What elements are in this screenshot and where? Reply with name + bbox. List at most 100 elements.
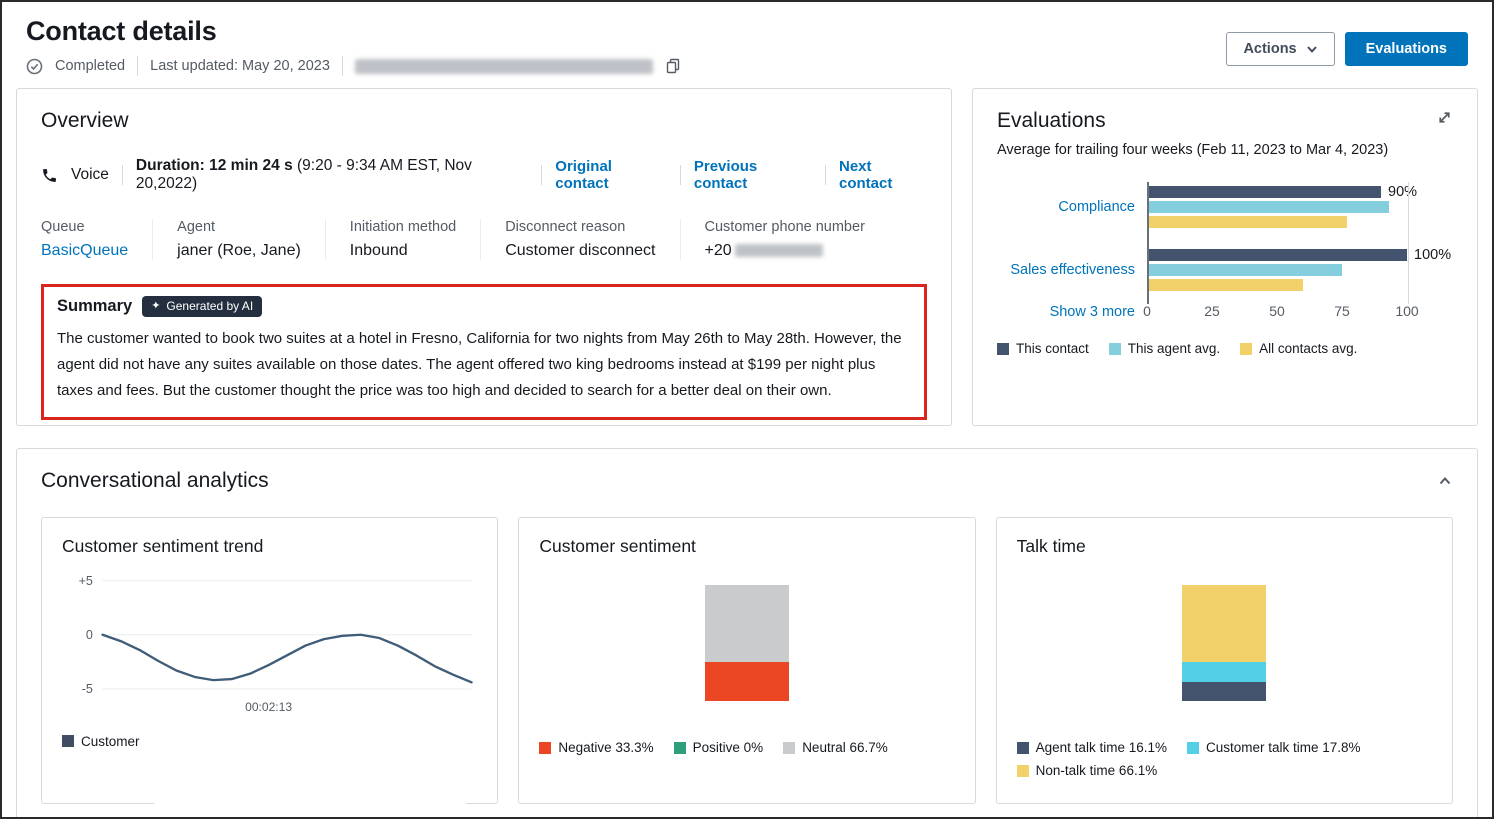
page-title: Contact details <box>26 16 217 46</box>
divider <box>341 56 343 76</box>
field-label: Initiation method <box>349 219 457 235</box>
legend-swatch <box>62 735 74 748</box>
legend-item: All contacts avg. <box>1240 341 1357 356</box>
collapse-chevron-icon[interactable] <box>1437 473 1453 489</box>
next-contact-link[interactable]: Next contact <box>839 158 893 192</box>
header-actions: Actions Evaluations <box>1226 32 1468 66</box>
legend-item: Negative 33.3% <box>539 740 654 755</box>
duration-value: 12 min 24 s <box>209 157 293 174</box>
show-more-link[interactable]: Show 3 more <box>1049 304 1135 320</box>
customer-sentiment-trend-card: Customer sentiment trend +5 0 -5 00:02:13 C… <box>41 517 499 817</box>
field-initiation-method: Initiation method Inbound <box>324 219 480 260</box>
legend-swatch <box>783 741 796 754</box>
previous-contact-link[interactable]: Previous contact <box>693 158 758 192</box>
legend-item: Neutral 66.7% <box>783 740 888 755</box>
evaluations-button[interactable]: Evaluations <box>1344 32 1468 66</box>
divider <box>137 56 139 76</box>
sentiment-stacked-bar <box>704 585 789 701</box>
stack-segment <box>1182 585 1267 662</box>
customer-sentiment-card: Customer sentiment Negative 33.3% Positiv… <box>518 517 976 804</box>
legend-item: This agent avg. <box>1108 341 1220 356</box>
overview-card: Overview Voice Duration: 12 min 24 s (9:… <box>16 88 952 426</box>
field-label: Disconnect reason <box>505 219 626 235</box>
trend-legend: Customer <box>62 734 477 749</box>
talk-time-title: Talk time <box>1016 536 1086 556</box>
field-customer-phone: Customer phone number +20 <box>679 219 889 260</box>
summary-highlight-box: Summary ✦ Generated by AI The customer w… <box>41 284 927 421</box>
talk-time-stacked-bar <box>1182 585 1267 701</box>
ai-badge-label: Generated by AI <box>166 299 254 313</box>
duration: Duration: 12 min 24 s (9:20 - 9:34 AM ES… <box>136 157 528 193</box>
field-queue: Queue BasicQueue <box>41 219 152 260</box>
contact-id-redacted <box>354 58 653 74</box>
legend-swatch <box>673 741 686 754</box>
chart-x-ticks: 0 25 50 75 100 <box>1143 303 1427 321</box>
caret-down-icon <box>1306 44 1318 54</box>
actions-button[interactable]: Actions <box>1226 32 1335 66</box>
axis-tick: 25 <box>1204 303 1220 319</box>
overview-title: Overview <box>41 109 129 132</box>
duration-label: Duration: <box>135 157 205 174</box>
page-content: Overview Voice Duration: 12 min 24 s (9:… <box>2 88 1492 817</box>
sentiment-legend: Negative 33.3% Positive 0% Neutral 66.7% <box>539 740 960 755</box>
field-value: Inbound <box>349 242 408 259</box>
chart-gridline-100 <box>1408 182 1409 304</box>
legend-swatch <box>997 342 1009 355</box>
status-row: Completed Last updated: May 20, 2023 <box>26 56 1468 76</box>
divider <box>541 165 543 185</box>
legend-item: Customer <box>62 734 140 749</box>
svg-text:0: 0 <box>86 628 93 642</box>
eval-bar <box>1147 264 1342 276</box>
eval-bar <box>1147 201 1389 213</box>
evaluations-legend: This contact This agent avg. All contacts … <box>997 341 1453 356</box>
conversational-title: Conversational analytics <box>41 469 269 492</box>
axis-tick: 100 <box>1395 303 1419 319</box>
status-text: Completed <box>55 58 126 74</box>
stack-segment <box>704 662 789 701</box>
evaluation-category-link[interactable]: Compliance <box>1058 199 1135 215</box>
phone-icon <box>41 167 58 184</box>
channel-label: Voice <box>71 166 109 183</box>
divider <box>121 165 123 185</box>
field-label: Queue <box>41 219 85 235</box>
field-value: +20 <box>705 242 865 260</box>
eval-bar <box>1147 279 1303 291</box>
legend-item: Positive 0% <box>673 740 763 755</box>
stack-segment <box>704 585 789 663</box>
field-value: Customer disconnect <box>505 242 656 259</box>
last-updated: Last updated: May 20, 2023 <box>150 58 330 74</box>
legend-swatch <box>1016 741 1029 754</box>
evaluations-panel: Evaluations Average for trailing four we… <box>972 88 1478 426</box>
original-contact-link[interactable]: Original contact <box>555 158 612 192</box>
svg-text:00:02:13: 00:02:13 <box>245 700 292 714</box>
legend-item: Non-talk time 66.1% <box>1016 763 1157 778</box>
axis-tick: 75 <box>1334 303 1350 319</box>
axis-tick: 0 <box>1143 303 1151 319</box>
redacted-area <box>154 785 466 817</box>
field-label: Agent <box>177 219 216 235</box>
field-value: janer (Roe, Jane) <box>177 242 301 259</box>
copy-icon[interactable] <box>665 58 681 74</box>
field-label: Customer phone number <box>704 219 865 235</box>
legend-item: Agent talk time 16.1% <box>1016 740 1167 755</box>
legend-swatch <box>1108 342 1121 355</box>
svg-text:+5: +5 <box>79 574 93 588</box>
evaluations-subtitle: Average for trailing four weeks (Feb 11,… <box>997 142 1389 158</box>
actions-button-label: Actions <box>1243 41 1297 57</box>
evaluation-category-link[interactable]: Sales effectiveness <box>1010 262 1135 278</box>
stack-segment <box>1182 661 1267 683</box>
legend-swatch <box>539 741 552 754</box>
summary-title: Summary <box>57 297 133 315</box>
trend-title: Customer sentiment trend <box>62 536 264 556</box>
legend-item: This contact <box>997 341 1089 356</box>
eval-bar <box>1147 249 1407 261</box>
check-circle-icon <box>26 58 43 75</box>
queue-link[interactable]: BasicQueue <box>41 242 129 259</box>
eval-bar <box>1147 216 1348 228</box>
svg-text:-5: -5 <box>82 682 93 696</box>
eval-bar <box>1147 186 1381 198</box>
expand-icon[interactable] <box>1436 109 1453 126</box>
sentiment-trend-chart: +5 0 -5 00:02:13 <box>79 574 473 714</box>
evaluations-title: Evaluations <box>997 109 1106 132</box>
